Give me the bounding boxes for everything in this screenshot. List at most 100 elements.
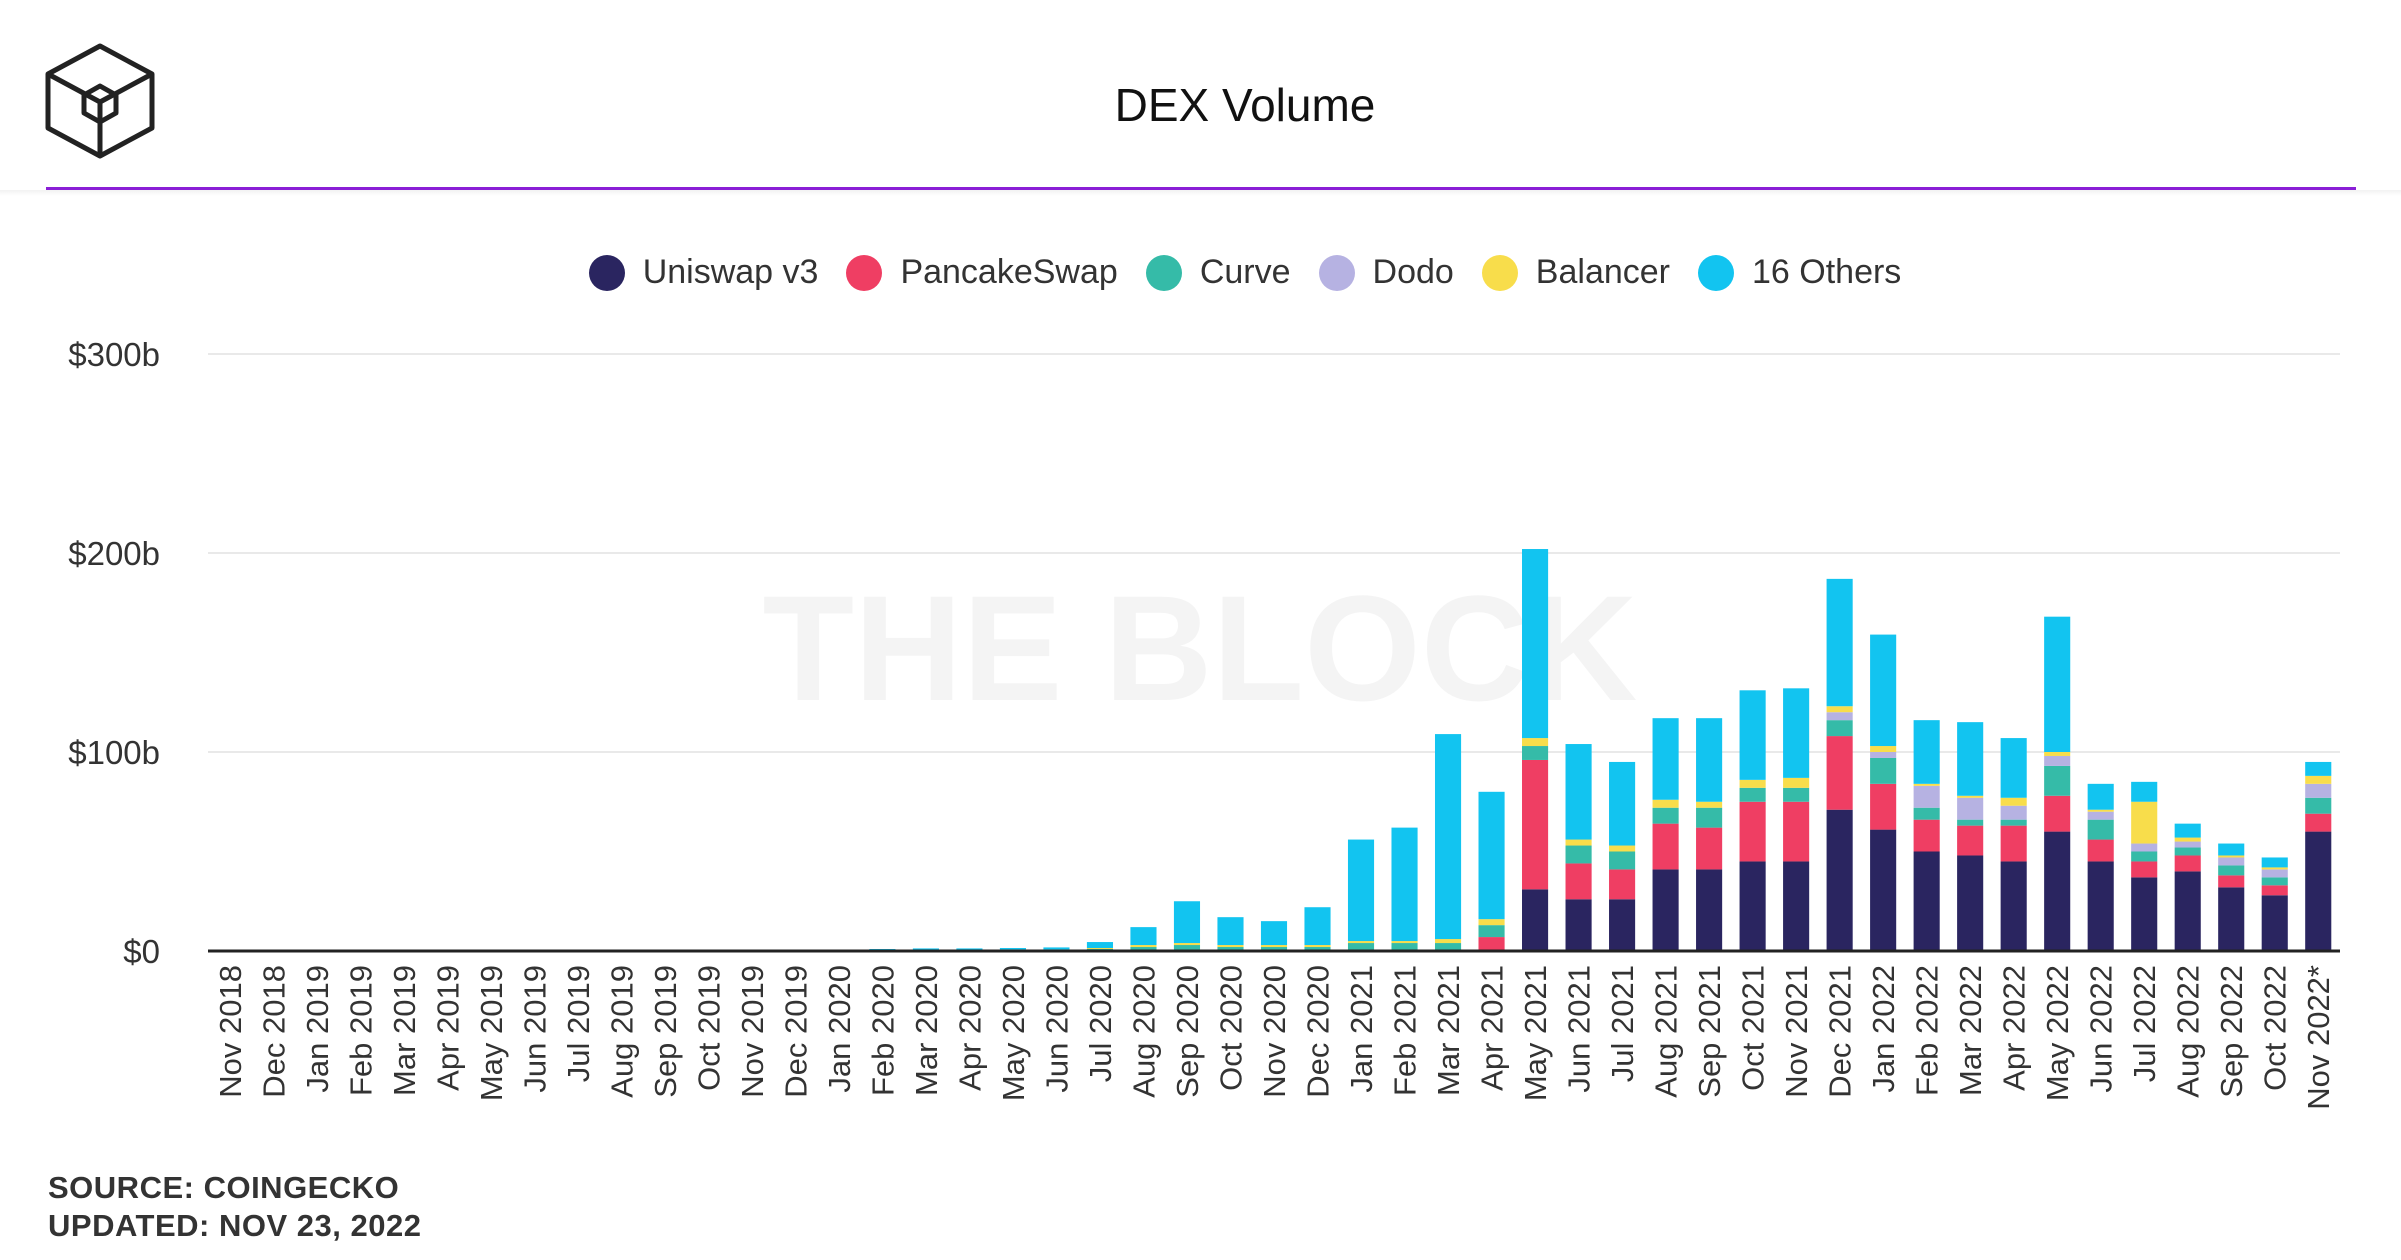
legend-item-dodo[interactable]: Dodo bbox=[1318, 253, 1454, 292]
bar-segment bbox=[2305, 797, 2332, 814]
bar-segment bbox=[1173, 945, 1201, 951]
x-tick-label: Dec 2018 bbox=[256, 965, 291, 1098]
bar-segment bbox=[1783, 777, 1810, 788]
bar-segment bbox=[1565, 845, 1592, 864]
bar-segment bbox=[2000, 861, 2027, 951]
bar-segment bbox=[1565, 744, 1592, 840]
bar-segment bbox=[1826, 578, 1853, 707]
bar-segment bbox=[2131, 851, 2158, 862]
bar-segment bbox=[1260, 947, 1288, 951]
bar-segment bbox=[1696, 869, 1723, 951]
bar-segment bbox=[1870, 752, 1897, 758]
x-tick-label: Nov 2021 bbox=[1779, 965, 1814, 1098]
bar-segment bbox=[1652, 869, 1679, 951]
bar-segment bbox=[2000, 738, 2027, 798]
bar-segment bbox=[1173, 943, 1201, 946]
legend-label: Uniswap v3 bbox=[642, 253, 819, 291]
bar-segment bbox=[2218, 865, 2245, 876]
bar-segment bbox=[1217, 945, 1244, 948]
legend-label: PancakeSwap bbox=[900, 253, 1118, 291]
y-tick-label: $300b bbox=[68, 336, 160, 373]
x-tick-label: Nov 2019 bbox=[735, 965, 770, 1098]
bar-segment bbox=[2044, 616, 2071, 752]
bar-segment bbox=[2131, 877, 2158, 951]
bar-segment bbox=[2044, 765, 2071, 796]
bar-segment bbox=[2000, 805, 2027, 820]
bar-segment bbox=[2305, 783, 2332, 798]
bar-segment bbox=[1870, 746, 1897, 752]
bar-segment bbox=[2218, 857, 2245, 866]
x-tick-label: Jun 2020 bbox=[1039, 965, 1074, 1093]
bar-segment bbox=[2087, 819, 2114, 840]
legend: Uniswap v3 PancakeSwap Curve Dodo Balanc… bbox=[0, 253, 2401, 292]
x-tick-label: Mar 2021 bbox=[1431, 965, 1466, 1096]
x-tick-label: May 2020 bbox=[996, 965, 1031, 1101]
bar-segment bbox=[1565, 899, 1592, 951]
chart-title: DEX Volume bbox=[1114, 79, 1376, 131]
bar-segment bbox=[2261, 857, 2288, 868]
bar-segment bbox=[2305, 761, 2332, 776]
bar-segment bbox=[1739, 690, 1766, 780]
bar-segment bbox=[2087, 783, 2114, 810]
x-tick-label: Jul 2022 bbox=[2127, 965, 2162, 1082]
bar-segment bbox=[1434, 943, 1462, 951]
x-tick-label: Aug 2022 bbox=[2171, 965, 2206, 1098]
bar-segment bbox=[1347, 943, 1375, 951]
source-note: SOURCE: COINGECKO bbox=[48, 1170, 400, 1205]
bar-segment bbox=[1957, 819, 1984, 826]
bar-segment bbox=[2305, 831, 2332, 951]
bar-segment bbox=[1957, 795, 1984, 798]
bar-segment bbox=[2261, 877, 2288, 886]
x-tick-label: Aug 2019 bbox=[604, 965, 639, 1098]
bar-segment bbox=[2000, 819, 2027, 826]
y-tick-label: $200b bbox=[68, 535, 160, 572]
bar-segment bbox=[2131, 781, 2158, 802]
bar-segment bbox=[1826, 720, 1853, 737]
legend-item-others[interactable]: 16 Others bbox=[1698, 253, 1901, 292]
bar-segment bbox=[1130, 927, 1157, 946]
bar-segment bbox=[1304, 945, 1331, 948]
title-rule bbox=[46, 187, 2356, 190]
legend-label: Balancer bbox=[1535, 253, 1670, 291]
bar-segment bbox=[2044, 752, 2071, 756]
bar-segment bbox=[1391, 941, 1418, 944]
x-tick-label: Mar 2020 bbox=[909, 965, 944, 1096]
bar-segment bbox=[2087, 839, 2114, 862]
bar-segment bbox=[1304, 947, 1331, 951]
legend-swatch bbox=[1481, 254, 1518, 291]
x-tick-label: May 2019 bbox=[474, 965, 509, 1101]
bar-segment bbox=[1913, 851, 1940, 951]
updated-note: UPDATED: NOV 23, 2022 bbox=[48, 1208, 422, 1243]
bar-segment bbox=[2174, 841, 2201, 848]
bar-segment bbox=[1739, 779, 1766, 788]
legend-item-curve[interactable]: Curve bbox=[1145, 253, 1291, 292]
legend-label: Dodo bbox=[1372, 253, 1454, 291]
x-tick-label: Nov 2020 bbox=[1257, 965, 1292, 1098]
x-tick-label: Dec 2020 bbox=[1301, 965, 1336, 1098]
bar-segment bbox=[2044, 795, 2071, 832]
bar-segment bbox=[2261, 867, 2288, 870]
bar-segment bbox=[1652, 823, 1679, 870]
bar-segment bbox=[2218, 875, 2245, 888]
x-tick-label: Jul 2020 bbox=[1083, 965, 1118, 1082]
x-tick-label: Feb 2020 bbox=[865, 965, 900, 1096]
x-tick-label: Jan 2019 bbox=[300, 965, 335, 1093]
legend-item-pancakeswap[interactable]: PancakeSwap bbox=[846, 253, 1118, 292]
bar-segment bbox=[2131, 843, 2158, 852]
bar-segment bbox=[1478, 791, 1505, 920]
legend-item-uniswap[interactable]: Uniswap v3 bbox=[588, 253, 819, 292]
bar-segment bbox=[2174, 855, 2201, 872]
bar-segment bbox=[2261, 869, 2288, 878]
bar-segment bbox=[956, 948, 983, 951]
y-tick-label: $0 bbox=[123, 933, 160, 970]
legend-swatch bbox=[1145, 254, 1182, 291]
legend-label: 16 Others bbox=[1752, 253, 1902, 291]
x-tick-label: Apr 2020 bbox=[952, 965, 987, 1091]
bar-segment bbox=[1522, 759, 1549, 890]
bar-segment bbox=[2131, 801, 2158, 844]
bar-segment bbox=[2174, 823, 2201, 838]
x-tick-label: Apr 2019 bbox=[430, 965, 465, 1091]
legend-item-balancer[interactable]: Balancer bbox=[1481, 253, 1670, 292]
x-tick-label: Jan 2021 bbox=[1344, 965, 1379, 1093]
